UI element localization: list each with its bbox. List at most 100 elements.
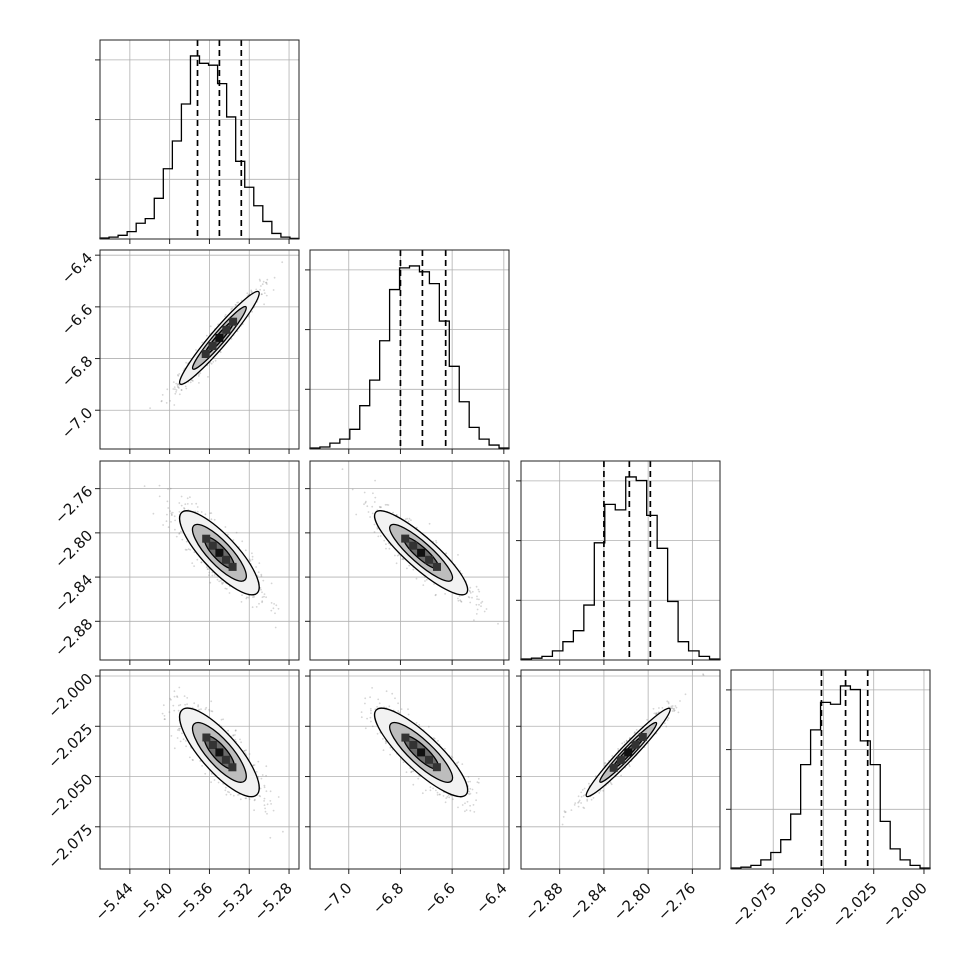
sample-point	[248, 558, 251, 561]
sample-point	[370, 712, 372, 715]
sample-point	[260, 573, 263, 576]
sample-point	[246, 292, 249, 295]
sample-point	[175, 389, 178, 391]
sample-point	[610, 783, 613, 786]
sample-point	[209, 512, 211, 515]
scatter-area	[360, 687, 480, 813]
sample-point	[220, 580, 222, 582]
sample-point	[460, 600, 462, 603]
sample-point	[172, 704, 175, 707]
sample-point	[176, 385, 179, 388]
sample-point	[198, 382, 200, 384]
sample-point	[435, 541, 438, 544]
sample-point	[379, 535, 382, 537]
sample-point	[461, 763, 464, 765]
sample-point	[179, 727, 181, 730]
sample-point	[400, 708, 403, 710]
sample-point	[185, 549, 188, 551]
sample-point	[570, 809, 573, 811]
sample-point	[192, 380, 194, 382]
sample-point	[373, 523, 376, 526]
sample-point	[185, 540, 188, 543]
sample-point	[184, 385, 187, 388]
sample-point	[258, 602, 260, 605]
sample-point	[230, 338, 233, 340]
sample-point	[166, 500, 169, 503]
sample-point	[224, 526, 227, 528]
sample-point	[452, 798, 454, 801]
sample-point	[196, 506, 199, 508]
sample-point	[164, 718, 166, 720]
panel-frame	[309, 249, 510, 450]
sample-point	[185, 387, 188, 390]
sample-point	[228, 592, 231, 594]
sample-point	[266, 283, 268, 285]
sample-point	[366, 717, 368, 720]
sample-point	[410, 770, 413, 773]
sample-point	[369, 696, 371, 699]
scatter-area	[149, 261, 284, 409]
sample-point	[385, 690, 388, 693]
sample-point	[469, 586, 472, 589]
sample-point	[263, 786, 266, 789]
sample-point	[418, 723, 421, 726]
sample-point	[216, 578, 219, 581]
sample-point	[655, 712, 657, 714]
sample-point	[197, 704, 200, 707]
sample-point	[383, 539, 386, 542]
sample-point	[221, 582, 223, 584]
sample-point	[210, 781, 213, 784]
sample-point	[211, 571, 214, 574]
sample-point	[412, 568, 415, 571]
sample-point	[445, 552, 448, 554]
sample-point	[394, 697, 396, 700]
sample-point	[355, 513, 358, 516]
sample-point	[379, 506, 382, 509]
sample-point	[213, 574, 216, 576]
sample-point	[274, 612, 276, 615]
sample-point	[265, 281, 268, 284]
sample-point	[464, 810, 466, 813]
sample-point	[211, 710, 214, 713]
sample-point	[272, 809, 275, 812]
scatter-area	[561, 673, 705, 826]
sample-point	[262, 579, 265, 582]
sample-point	[183, 507, 186, 510]
sample-point	[191, 503, 193, 505]
sample-point	[415, 722, 418, 724]
sample-point	[263, 289, 265, 292]
sample-point	[408, 564, 411, 567]
sample-point	[248, 753, 251, 755]
sample-point	[208, 708, 211, 711]
sample-point	[163, 715, 166, 717]
sample-point	[460, 601, 463, 603]
sample-point	[407, 708, 409, 711]
core-cell	[409, 741, 418, 749]
sample-point	[258, 278, 261, 281]
core-cell	[425, 755, 433, 764]
sample-point	[373, 501, 376, 503]
sample-point	[181, 538, 184, 541]
core-cell	[201, 350, 210, 358]
sample-point	[241, 540, 244, 543]
sample-point	[169, 697, 172, 700]
scatter-panel-3-1	[309, 669, 510, 870]
core-cell	[208, 541, 217, 550]
sample-point	[434, 594, 437, 597]
sample-point	[673, 710, 675, 712]
sample-point	[185, 361, 188, 364]
sample-point	[265, 774, 267, 777]
sample-point	[371, 505, 374, 508]
hist-panel-3	[726, 669, 931, 870]
sample-point	[341, 468, 344, 471]
sample-point	[261, 283, 264, 286]
sample-point	[450, 755, 453, 758]
sample-point	[573, 804, 576, 806]
sample-point	[574, 802, 577, 804]
sample-point	[259, 288, 261, 291]
sample-point	[234, 738, 237, 741]
sample-point	[176, 729, 179, 731]
sample-point	[251, 310, 254, 313]
sample-point	[457, 806, 459, 809]
sample-point	[412, 783, 415, 786]
